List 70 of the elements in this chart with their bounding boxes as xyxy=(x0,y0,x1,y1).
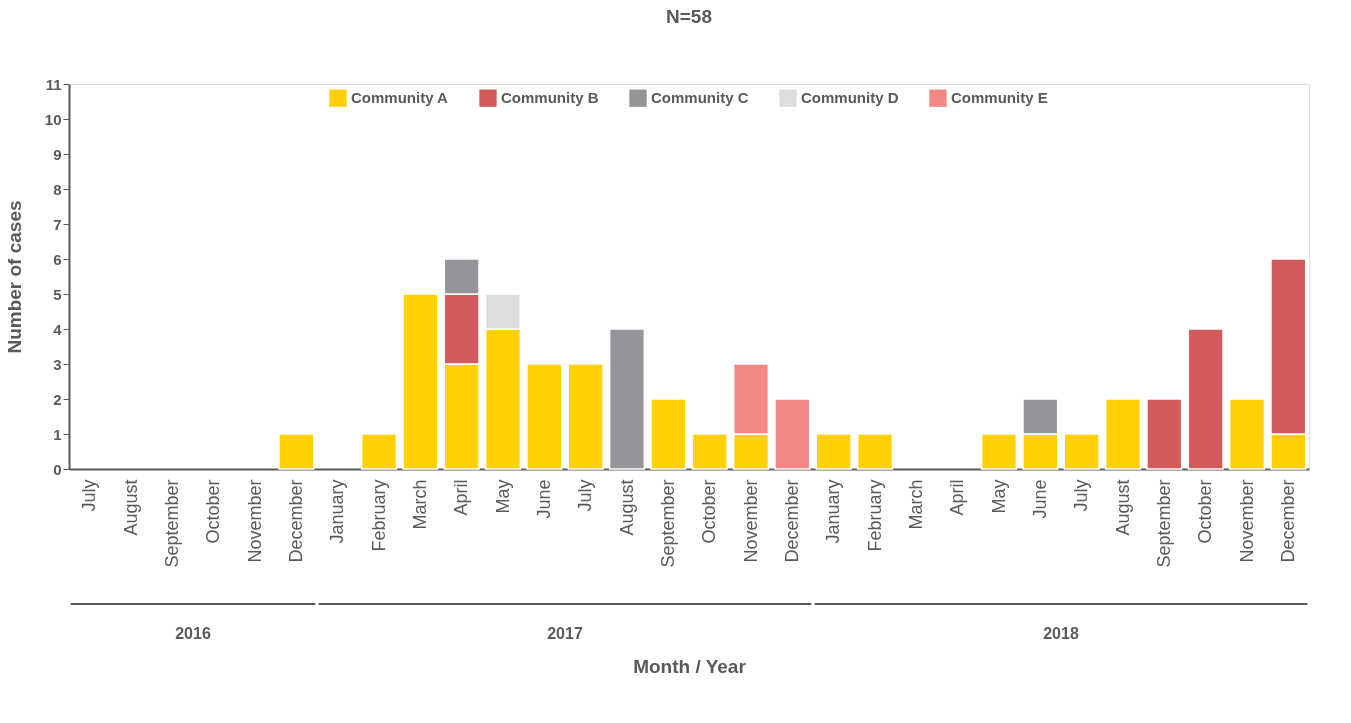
x-tick-label: January xyxy=(823,479,844,544)
bar xyxy=(278,433,315,470)
bar xyxy=(567,363,604,470)
x-tick-label: December xyxy=(781,479,802,563)
x-tick-label: May xyxy=(492,479,513,514)
x-tick-label: February xyxy=(864,479,885,552)
bar xyxy=(526,363,563,470)
x-tick-label: July xyxy=(79,479,100,512)
bar xyxy=(1104,398,1142,470)
y-tick-label: 10 xyxy=(44,110,62,128)
y-axis-title: Number of cases xyxy=(3,200,25,354)
x-tick-label: June xyxy=(533,479,554,519)
x-tick-label: August xyxy=(616,479,637,536)
x-tick-label: August xyxy=(1112,479,1133,536)
x-tick-label: June xyxy=(1029,479,1050,519)
bar xyxy=(608,328,646,470)
x-tick-label: October xyxy=(1195,479,1216,544)
bar xyxy=(1063,433,1100,470)
x-tick-label: November xyxy=(740,479,761,563)
x-tick-label: December xyxy=(285,479,306,563)
y-tick-label: 1 xyxy=(53,425,62,443)
bar xyxy=(650,398,687,470)
x-tick-label: April xyxy=(451,479,472,516)
x-axis-title: Month / Year xyxy=(633,655,747,677)
y-tick-label: 11 xyxy=(45,75,62,93)
text: 2016 xyxy=(175,625,211,642)
bar xyxy=(856,433,894,470)
x-tick-label: May xyxy=(988,479,1009,514)
bar xyxy=(691,433,728,470)
y-tick-label: 9 xyxy=(53,145,62,163)
legend-label: Community A xyxy=(351,89,449,107)
x-tick-label: January xyxy=(327,479,348,544)
x-tick-label: February xyxy=(368,479,389,552)
bar xyxy=(1228,398,1266,470)
legend-label: Community D xyxy=(801,89,899,107)
y-tick-label: 7 xyxy=(53,215,62,233)
bar xyxy=(774,398,811,470)
legend-label: Community B xyxy=(501,89,599,107)
x-tick-label: November xyxy=(1236,479,1257,563)
y-tick-label: 6 xyxy=(53,250,62,268)
x-tick-label: September xyxy=(1153,479,1174,568)
x-tick-label: September xyxy=(657,479,678,568)
x-tick-label: December xyxy=(1277,479,1298,563)
y-tick-label: 3 xyxy=(53,355,62,373)
bar xyxy=(1187,328,1224,470)
bar xyxy=(980,433,1018,470)
y-tick-label: 2 xyxy=(53,390,62,408)
x-tick-label: November xyxy=(244,479,265,563)
text: 2018 xyxy=(1043,625,1079,642)
bar xyxy=(360,433,398,470)
x-tick-label: July xyxy=(1071,479,1092,512)
chart-title: N=58 xyxy=(666,6,712,27)
x-tick-label: October xyxy=(699,479,720,544)
y-tick-label: 0 xyxy=(53,460,62,478)
y-tick-label: 5 xyxy=(53,285,62,303)
x-tick-label: September xyxy=(161,479,182,568)
bar xyxy=(815,433,852,470)
x-tick-label: October xyxy=(203,479,224,544)
x-tick-label: March xyxy=(905,479,926,530)
y-tick-label: 4 xyxy=(53,320,63,338)
bar xyxy=(1146,398,1183,470)
x-tick-label: March xyxy=(409,479,430,530)
legend-label: Community C xyxy=(651,89,749,107)
x-tick-label: August xyxy=(120,479,141,536)
text: 2017 xyxy=(547,625,583,642)
x-tick-label: April xyxy=(947,479,968,516)
x-tick-label: July xyxy=(575,479,596,512)
legend-label: Community E xyxy=(951,89,1048,107)
bar xyxy=(402,293,439,470)
y-tick-label: 8 xyxy=(53,180,62,198)
